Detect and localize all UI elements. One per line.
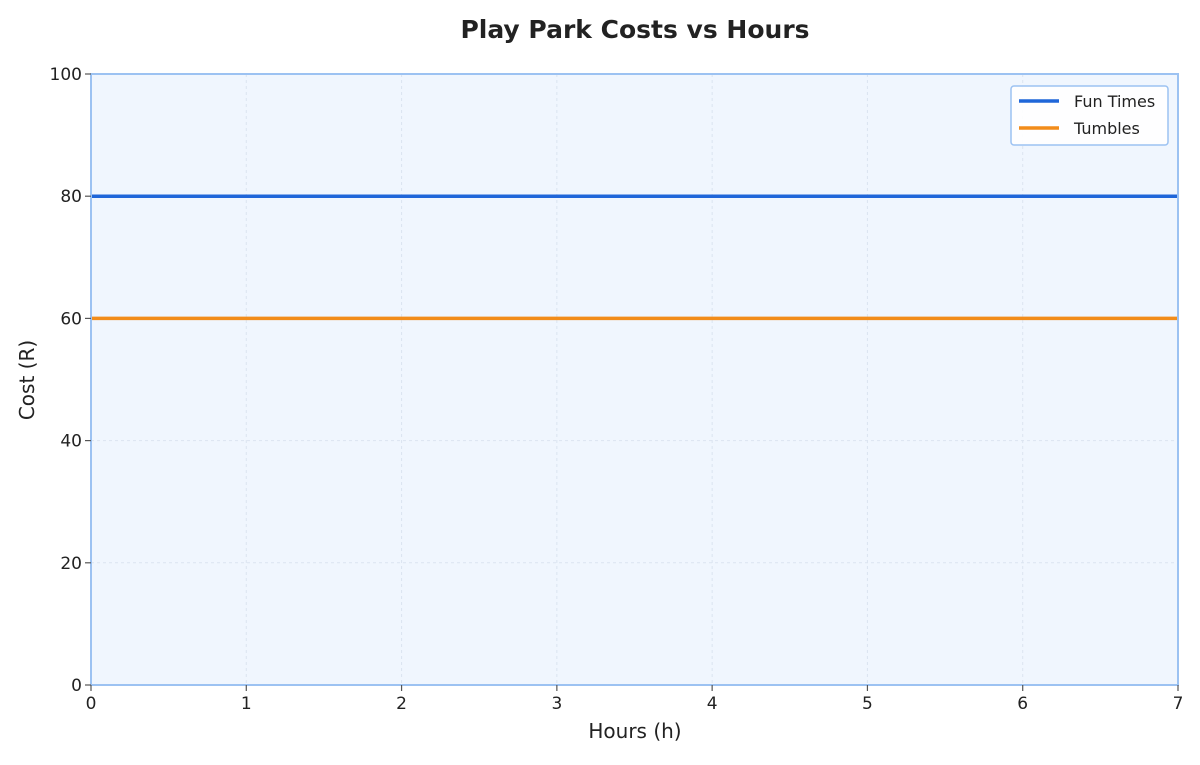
y-axis-ticks: 0 20 40 60 80 100	[50, 65, 91, 696]
x-tick-label: 7	[1173, 694, 1184, 714]
x-tick-label: 5	[862, 694, 873, 714]
legend: Fun Times Tumbles	[1010, 85, 1169, 146]
x-tick-label: 2	[396, 694, 407, 714]
y-tick-label: 100	[50, 65, 82, 85]
x-tick-label: 0	[86, 694, 97, 714]
x-tick-label: 3	[551, 694, 562, 714]
y-tick-label: 40	[60, 432, 82, 452]
x-tick-label: 6	[1017, 694, 1028, 714]
legend-label-fun-times: Fun Times	[1074, 92, 1155, 111]
x-tick-label: 1	[241, 694, 252, 714]
y-tick-label: 20	[60, 554, 82, 574]
x-axis-label: Hours (h)	[588, 719, 681, 743]
y-tick-label: 60	[60, 309, 82, 329]
plot-border	[90, 73, 1179, 686]
x-axis-ticks: 0 1 2 3 4 5 6 7	[86, 685, 1184, 714]
y-tick-label: 80	[60, 187, 82, 207]
plot-area	[91, 74, 1178, 685]
x-tick-label: 4	[707, 694, 718, 714]
y-axis-label: Cost (R)	[15, 340, 39, 420]
series-lines	[91, 194, 1178, 321]
legend-label-tumbles: Tumbles	[1073, 119, 1140, 138]
y-tick-label: 0	[71, 676, 82, 696]
chart-title: Play Park Costs vs Hours	[460, 15, 809, 44]
